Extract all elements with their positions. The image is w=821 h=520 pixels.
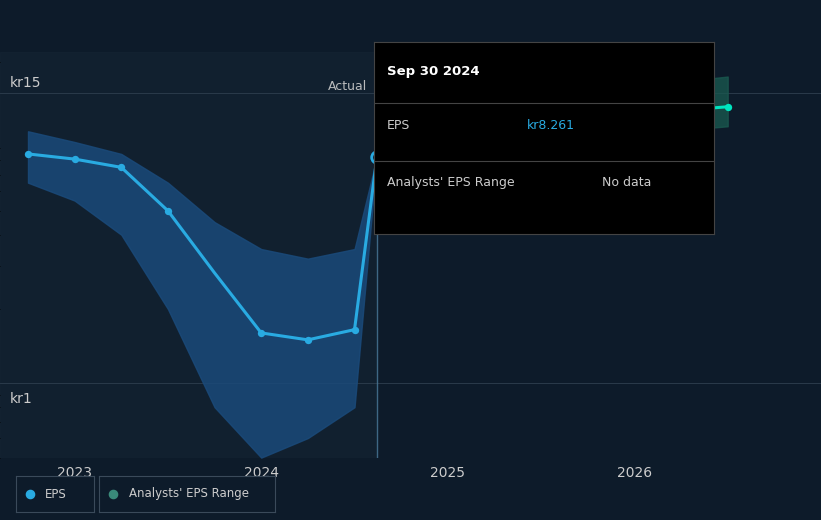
Text: kr8.261: kr8.261: [527, 119, 575, 132]
Text: Analysts Forecasts: Analysts Forecasts: [392, 80, 508, 93]
Text: Actual: Actual: [328, 80, 368, 93]
Bar: [0, 52, 377, 458]
Point: [370, 153, 383, 161]
Text: No data: No data: [602, 176, 651, 189]
Text: Sep 30 2024: Sep 30 2024: [388, 64, 479, 77]
Point: [106, 490, 119, 498]
Text: kr1: kr1: [9, 392, 32, 406]
Text: EPS: EPS: [388, 119, 410, 132]
Text: EPS: EPS: [44, 488, 67, 500]
Point: [68, 155, 81, 163]
Point: [301, 336, 314, 344]
Point: [534, 118, 548, 126]
Point: [115, 163, 128, 172]
Text: kr15: kr15: [9, 75, 41, 89]
Point: [24, 490, 37, 498]
Point: [348, 326, 361, 334]
Text: Analysts' EPS Range: Analysts' EPS Range: [129, 488, 249, 500]
Point: [417, 138, 430, 146]
Point: [21, 150, 34, 158]
Point: [255, 329, 268, 337]
Text: Analysts' EPS Range: Analysts' EPS Range: [388, 176, 515, 189]
Point: [721, 102, 734, 111]
Point: [162, 206, 175, 215]
